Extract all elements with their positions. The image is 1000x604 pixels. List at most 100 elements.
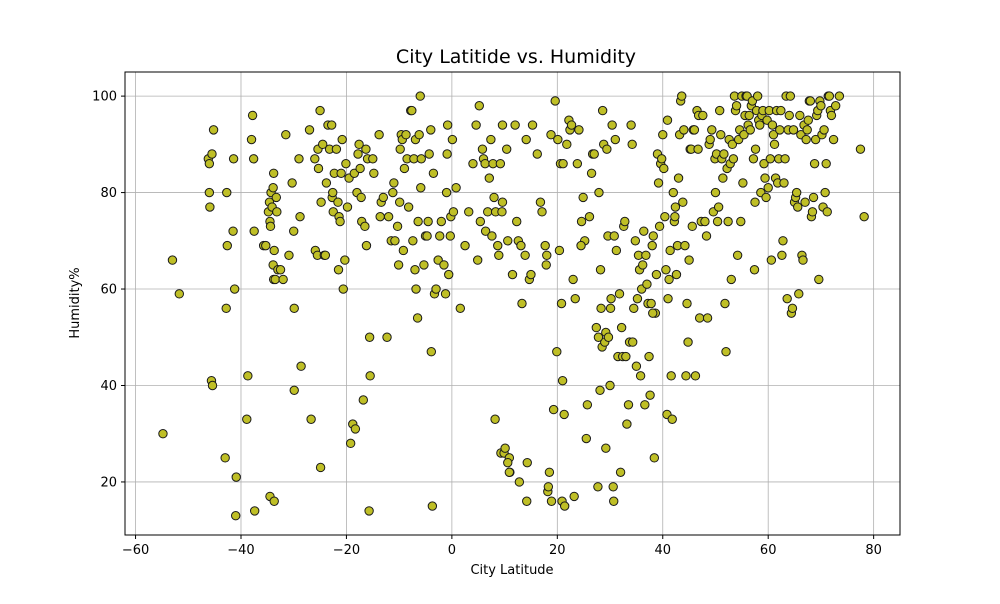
data-point — [657, 154, 667, 164]
data-point — [423, 216, 433, 227]
data-point — [616, 322, 627, 333]
data-point — [713, 202, 724, 212]
data-point — [315, 105, 325, 116]
data-point — [793, 202, 803, 212]
data-point — [490, 414, 500, 424]
data-point — [497, 120, 508, 130]
data-point — [750, 197, 760, 207]
data-point — [639, 226, 649, 236]
data-point — [222, 187, 232, 198]
data-point — [810, 134, 821, 145]
data-point — [361, 144, 371, 154]
data-point — [603, 332, 614, 342]
data-point — [821, 158, 831, 169]
data-point — [527, 120, 538, 130]
data-point — [646, 298, 656, 309]
data-point — [591, 322, 602, 333]
data-point — [784, 110, 794, 121]
data-point — [337, 134, 347, 145]
data-point — [822, 207, 832, 217]
data-point — [622, 419, 632, 429]
data-point — [648, 231, 658, 241]
data-point — [471, 120, 481, 130]
data-point — [800, 197, 810, 207]
data-point — [205, 202, 215, 212]
data-point — [507, 269, 518, 280]
data-point — [595, 385, 605, 396]
data-point — [294, 154, 304, 164]
data-point — [532, 149, 542, 159]
data-point — [687, 221, 697, 232]
data-point — [830, 101, 841, 111]
data-point — [760, 173, 770, 183]
data-point — [543, 482, 554, 492]
data-point — [541, 260, 551, 270]
data-point — [660, 211, 670, 222]
plot-frame — [124, 71, 901, 536]
data-point — [544, 467, 555, 477]
data-point — [620, 216, 630, 227]
data-point — [360, 221, 370, 232]
data-point — [426, 347, 437, 357]
data-point — [679, 125, 689, 135]
data-point — [542, 250, 552, 260]
data-point — [606, 293, 616, 304]
data-point — [174, 289, 185, 299]
data-point — [392, 221, 403, 232]
data-point — [422, 231, 432, 241]
data-point — [805, 96, 816, 106]
data-point — [683, 337, 693, 347]
data-point — [521, 134, 531, 145]
data-point — [723, 216, 733, 227]
data-point — [310, 154, 320, 164]
data-point — [632, 293, 643, 304]
data-point — [398, 245, 409, 256]
data-point — [576, 216, 587, 227]
data-point — [570, 293, 580, 304]
data-point — [629, 303, 639, 314]
x-tick-label: 60 — [760, 543, 777, 558]
data-point — [605, 380, 615, 391]
data-point — [647, 240, 657, 251]
data-point — [408, 236, 418, 246]
data-point — [791, 187, 802, 198]
data-point — [278, 274, 288, 285]
data-point — [750, 144, 761, 154]
data-point — [222, 240, 232, 251]
chart-title: City Latitide vs. Humidity — [396, 46, 636, 68]
data-point — [475, 216, 486, 227]
data-point — [809, 158, 820, 169]
data-point — [345, 438, 356, 449]
data-point — [494, 250, 504, 260]
data-point — [442, 149, 452, 159]
data-point — [826, 110, 837, 121]
data-point — [231, 511, 241, 521]
data-point — [795, 110, 805, 121]
data-point — [451, 183, 461, 193]
data-point — [318, 139, 328, 150]
data-point — [416, 154, 426, 164]
data-point — [748, 154, 759, 164]
data-point — [654, 221, 665, 232]
y-tick-label: 20 — [100, 475, 117, 490]
data-point — [167, 255, 178, 265]
data-point — [666, 371, 676, 381]
data-point — [584, 211, 595, 222]
data-point — [369, 168, 379, 178]
data-point — [712, 216, 723, 227]
data-point — [335, 216, 345, 227]
data-point — [445, 231, 455, 241]
data-point — [368, 154, 378, 164]
data-point — [766, 255, 777, 265]
data-point — [667, 414, 677, 424]
data-point — [403, 202, 414, 212]
data-point — [480, 226, 491, 236]
data-point — [460, 240, 470, 251]
data-point — [682, 298, 692, 309]
data-point — [582, 400, 593, 410]
data-point — [526, 269, 536, 280]
data-point — [855, 144, 866, 154]
x-axis-label: City Latitude — [470, 563, 553, 578]
data-point — [378, 192, 389, 203]
data-point — [661, 265, 671, 275]
